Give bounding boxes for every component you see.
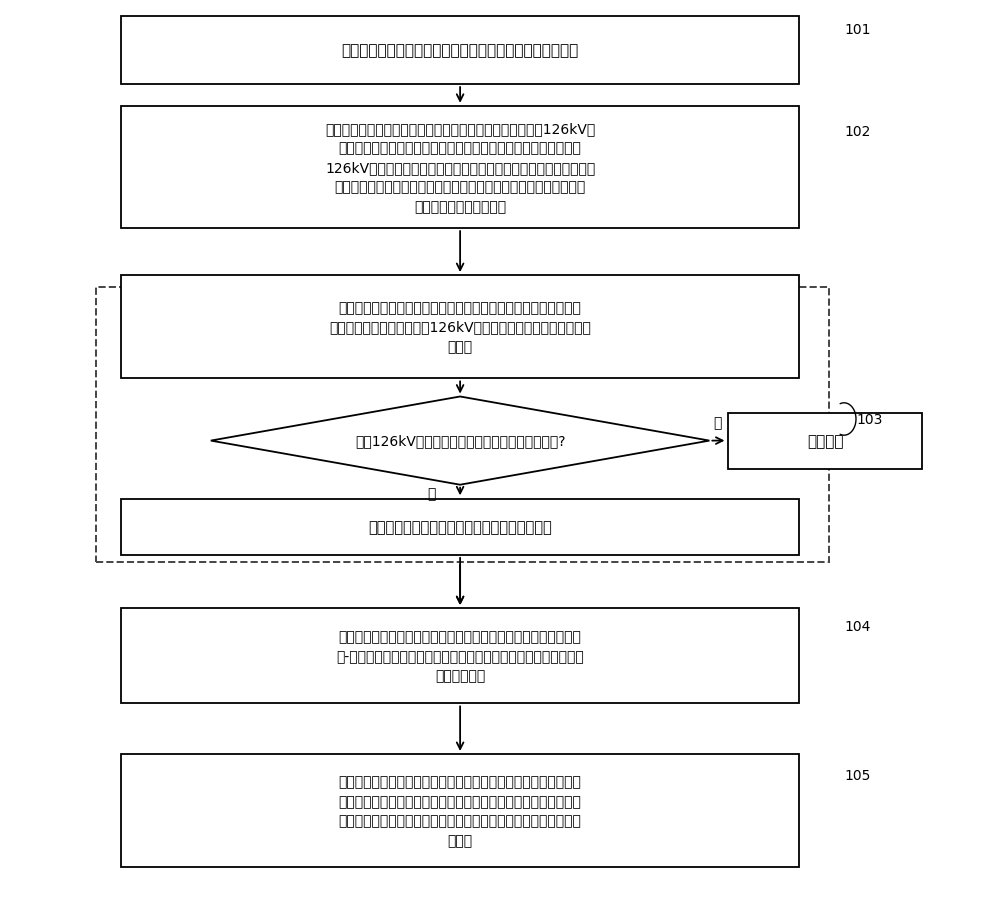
Bar	[96, 288, 829, 563]
Text: 在界面缺陷检测范围内对各检测点进行扫描式检测，根据各检测点
的反射波信号幅值判断被测126kV三相共箱盆式绝缘子是否存在界
面缺陷: 在界面缺陷检测范围内对各检测点进行扫描式检测，根据各检测点 的反射波信号幅值判断…	[329, 300, 591, 354]
Text: 否: 否	[713, 416, 722, 429]
Text: 104: 104	[844, 620, 870, 633]
Bar	[728, 413, 922, 469]
Bar	[121, 500, 799, 556]
Text: 是: 是	[427, 486, 435, 501]
Bar	[121, 107, 799, 228]
Bar	[121, 609, 799, 704]
Text: 101: 101	[844, 23, 871, 37]
Bar	[121, 275, 799, 379]
Text: 102: 102	[844, 124, 870, 139]
Text: 将盆式绝缘子界面缺陷检测平台的超声发射探头放置在被测126kV三
相共箱盆式绝缘子的环氧绝缘上表面，将超声接收探头放置在被测
126kV三相共箱盆式绝缘子的盆体: 将盆式绝缘子界面缺陷检测平台的超声发射探头放置在被测126kV三 相共箱盆式绝缘…	[325, 122, 595, 214]
Polygon shape	[211, 397, 709, 485]
Text: 被测126kV三相共箱盆式绝缘子是否存在界面缺陷?: 被测126kV三相共箱盆式绝缘子是否存在界面缺陷?	[355, 434, 565, 448]
Bar	[121, 17, 799, 85]
Text: 根据各检测点位置的二维极坐标和对应的回波信号幅值，对中心导
体-环氧树脂交界面缺陷进行线性差值函数的三维图像显示，确定界
面缺陷的位置: 根据各检测点位置的二维极坐标和对应的回波信号幅值，对中心导 体-环氧树脂交界面缺…	[336, 630, 584, 683]
Text: 103: 103	[856, 412, 882, 427]
Text: 搭建基于超声纵波反射检测的盆式绝缘子界面缺陷检测平台: 搭建基于超声纵波反射检测的盆式绝缘子界面缺陷检测平台	[341, 43, 579, 59]
Text: 检测结束: 检测结束	[807, 434, 843, 448]
Text: 根据界面缺陷深度的计算公式计算界面缺陷深度: 根据界面缺陷深度的计算公式计算界面缺陷深度	[368, 520, 552, 535]
Text: 对界面缺陷区域进行给定步长的扫描采样，记录界面缺陷区域的位
置信息，经滤波器处理读取峰值后，进行界面缺陷的时域三维数据
成像，并基于底波衰减法确定界面缺陷边界，: 对界面缺陷区域进行给定步长的扫描采样，记录界面缺陷区域的位 置信息，经滤波器处理…	[339, 775, 582, 847]
Bar	[121, 754, 799, 867]
Text: 105: 105	[844, 768, 870, 782]
